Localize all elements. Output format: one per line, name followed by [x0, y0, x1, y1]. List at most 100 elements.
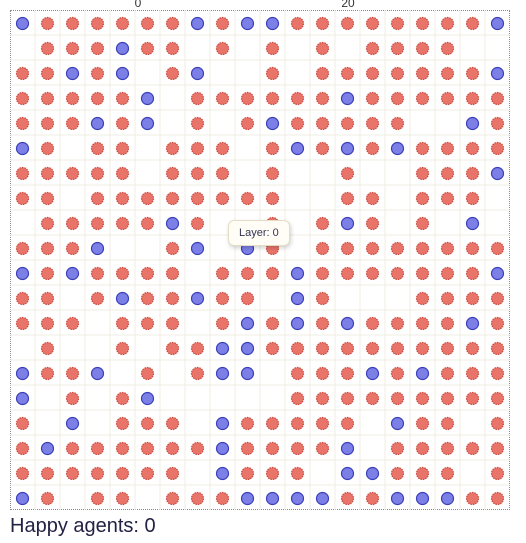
agent-red	[415, 216, 430, 231]
agent-blue	[190, 66, 205, 81]
agent-red	[40, 266, 55, 281]
agent-red	[40, 316, 55, 331]
agent-red	[115, 416, 130, 431]
agent-red	[190, 441, 205, 456]
agent-red	[340, 166, 355, 181]
agent-red	[15, 116, 30, 131]
agent-red	[390, 316, 405, 331]
agent-red	[315, 91, 330, 106]
agent-red	[440, 416, 455, 431]
agent-red	[240, 91, 255, 106]
agent-red	[415, 141, 430, 156]
agent-red	[215, 191, 230, 206]
agent-red	[365, 116, 380, 131]
agent-red	[340, 191, 355, 206]
agent-red	[115, 216, 130, 231]
agent-red	[115, 391, 130, 406]
agent-red	[15, 166, 30, 181]
agent-red	[190, 216, 205, 231]
agent-blue	[240, 341, 255, 356]
agent-red	[90, 441, 105, 456]
agent-red	[440, 41, 455, 56]
agent-red	[340, 66, 355, 81]
agent-blue	[340, 466, 355, 481]
agent-red	[340, 341, 355, 356]
agent-red	[365, 191, 380, 206]
agent-blue	[290, 266, 305, 281]
agent-red	[240, 116, 255, 131]
agent-red	[140, 366, 155, 381]
agent-blue	[365, 466, 380, 481]
agent-blue	[65, 416, 80, 431]
agent-red	[90, 16, 105, 31]
agent-red	[90, 266, 105, 281]
agent-red	[140, 16, 155, 31]
agent-blue	[365, 366, 380, 381]
agent-red	[40, 291, 55, 306]
agent-grid[interactable]	[10, 10, 510, 510]
agent-red	[265, 316, 280, 331]
agent-blue	[15, 266, 30, 281]
agent-red	[165, 416, 180, 431]
agent-red	[15, 66, 30, 81]
agent-red	[265, 141, 280, 156]
agent-red	[115, 191, 130, 206]
agent-red	[390, 441, 405, 456]
agent-red	[165, 16, 180, 31]
agent-blue	[15, 16, 30, 31]
agent-blue	[15, 366, 30, 381]
agent-red	[490, 441, 505, 456]
agent-red	[490, 466, 505, 481]
agent-red	[140, 441, 155, 456]
agent-red	[240, 466, 255, 481]
agent-red	[415, 91, 430, 106]
agent-red	[315, 116, 330, 131]
agent-red	[415, 316, 430, 331]
agent-blue	[290, 491, 305, 506]
agent-red	[365, 266, 380, 281]
agent-red	[40, 91, 55, 106]
agent-blue	[15, 391, 30, 406]
agent-red	[415, 66, 430, 81]
agent-red	[190, 341, 205, 356]
agent-red	[365, 141, 380, 156]
agent-red	[165, 441, 180, 456]
agent-red	[490, 116, 505, 131]
tick-label-20: 20	[341, 0, 355, 10]
agent-red	[15, 466, 30, 481]
agent-red	[415, 191, 430, 206]
agent-red	[340, 416, 355, 431]
agent-blue	[415, 366, 430, 381]
agent-red	[315, 66, 330, 81]
agent-red	[40, 166, 55, 181]
agent-red	[265, 66, 280, 81]
agent-blue	[390, 141, 405, 156]
agent-red	[15, 91, 30, 106]
tick-label-0: 0	[134, 0, 142, 10]
agent-blue	[240, 491, 255, 506]
agent-red	[65, 466, 80, 481]
agent-red	[415, 291, 430, 306]
agent-red	[315, 291, 330, 306]
agent-red	[115, 266, 130, 281]
agent-red	[465, 91, 480, 106]
agent-blue	[215, 416, 230, 431]
agent-red	[90, 66, 105, 81]
agent-red	[415, 166, 430, 181]
agent-blue	[340, 316, 355, 331]
agent-red	[65, 166, 80, 181]
agent-red	[265, 166, 280, 181]
agent-red	[65, 241, 80, 256]
agent-red	[440, 466, 455, 481]
agent-red	[365, 216, 380, 231]
agent-red	[365, 391, 380, 406]
agent-blue	[165, 216, 180, 231]
agent-red	[215, 491, 230, 506]
agent-red	[190, 166, 205, 181]
agent-red	[15, 291, 30, 306]
agent-red	[390, 341, 405, 356]
agent-blue	[340, 441, 355, 456]
agent-red	[465, 141, 480, 156]
agent-red	[40, 216, 55, 231]
agent-red	[15, 241, 30, 256]
